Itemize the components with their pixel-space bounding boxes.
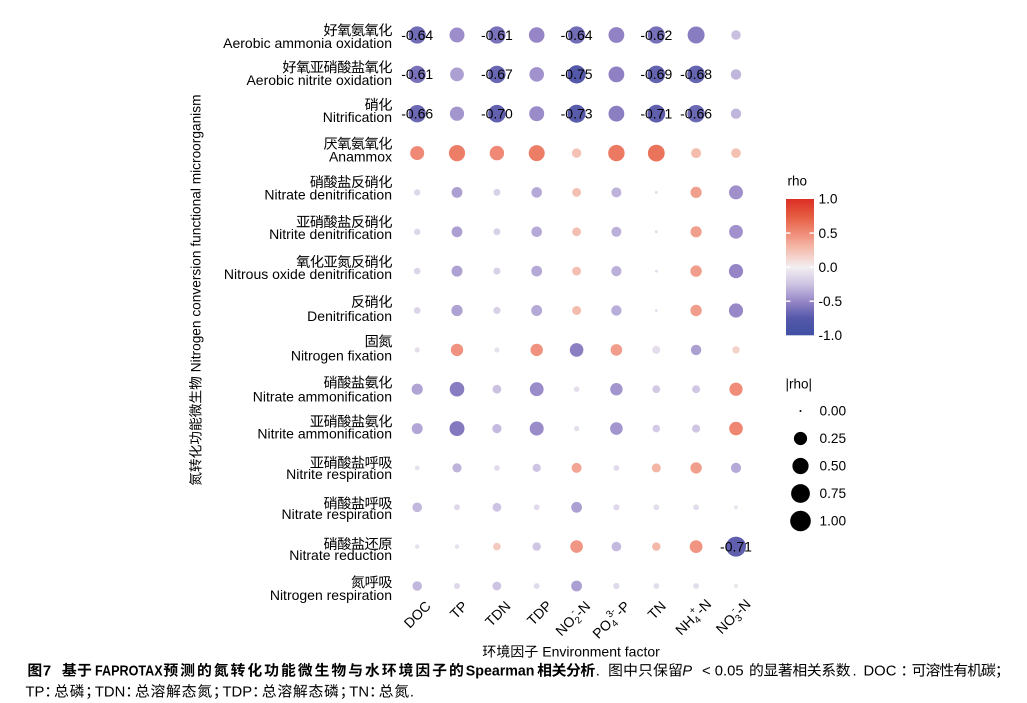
svg-text:Nitrite denitrification: Nitrite denitrification (269, 226, 392, 242)
svg-text:0.50: 0.50 (820, 459, 847, 474)
svg-text:rho: rho (788, 173, 808, 188)
svg-text:Nitrite ammonification: Nitrite ammonification (257, 426, 392, 442)
svg-text:Nitrite respiration: Nitrite respiration (286, 466, 392, 482)
svg-text:< 0.05: < 0.05 (702, 664, 744, 680)
svg-text:0.0: 0.0 (819, 260, 838, 275)
svg-text:0.00: 0.00 (820, 404, 847, 419)
svg-text:Aerobic ammonia oxidation: Aerobic ammonia oxidation (223, 35, 392, 51)
svg-text:TDN: TDN (95, 685, 125, 701)
svg-text:DOC: DOC (864, 664, 897, 680)
svg-text:Nitrification: Nitrification (323, 109, 392, 125)
svg-text:-0.68: -0.68 (680, 66, 712, 82)
svg-text:.: . (596, 664, 600, 680)
svg-text:-0.70: -0.70 (481, 106, 513, 122)
svg-text:-0.64: -0.64 (561, 27, 593, 43)
svg-text:0.5: 0.5 (819, 226, 838, 241)
svg-text:2: 2 (573, 615, 585, 627)
svg-text:.: . (410, 685, 414, 701)
svg-text:Nitrous oxide denitrification: Nitrous oxide denitrification (224, 266, 392, 282)
svg-text:Denitrification: Denitrification (307, 308, 392, 324)
svg-text:Nitrate reduction: Nitrate reduction (289, 547, 392, 563)
svg-text:Anammox: Anammox (329, 149, 392, 165)
svg-text:-0.64: -0.64 (401, 27, 433, 43)
svg-text:Nitrogen conversion functional: Nitrogen conversion functional microorga… (189, 95, 204, 373)
svg-text:0.75: 0.75 (820, 486, 847, 501)
svg-text:7: 7 (43, 664, 51, 680)
svg-text:0.25: 0.25 (820, 431, 847, 446)
svg-text:FAPROTAX: FAPROTAX (95, 664, 163, 680)
svg-text:-1.0: -1.0 (819, 328, 843, 343)
svg-text:-0.66: -0.66 (680, 106, 712, 122)
svg-text:-: - (728, 605, 738, 615)
svg-text:-0.75: -0.75 (561, 66, 593, 82)
svg-text:1.0: 1.0 (819, 192, 838, 207)
svg-text:Environment factor: Environment factor (542, 644, 660, 660)
svg-text:-0.61: -0.61 (481, 27, 513, 43)
svg-text:-0.67: -0.67 (481, 66, 513, 82)
svg-text:-: - (568, 607, 578, 617)
svg-text:Nitrogen fixation: Nitrogen fixation (291, 347, 392, 363)
svg-text:-0.5: -0.5 (819, 294, 843, 309)
svg-text:-0.66: -0.66 (401, 106, 433, 122)
svg-text:Spearman: Spearman (466, 664, 535, 680)
svg-text:.: . (853, 664, 857, 680)
svg-text:TDP: TDP (223, 685, 253, 701)
svg-text:Nitrate denitrification: Nitrate denitrification (264, 187, 392, 203)
svg-text:TP: TP (26, 685, 45, 701)
svg-text:-0.73: -0.73 (561, 106, 593, 122)
svg-text:TN: TN (349, 685, 369, 701)
svg-text:-0.61: -0.61 (401, 66, 433, 82)
svg-text:-0.71: -0.71 (720, 538, 752, 554)
svg-text:-0.62: -0.62 (640, 27, 672, 43)
svg-text:-0.71: -0.71 (640, 106, 672, 122)
svg-text:Nitrate ammonification: Nitrate ammonification (253, 389, 392, 405)
svg-text:Aerobic nitrite oxidation: Aerobic nitrite oxidation (246, 72, 392, 88)
svg-text:P: P (682, 664, 692, 680)
svg-text:|rho|: |rho| (786, 377, 813, 392)
svg-text:-0.69: -0.69 (640, 66, 672, 82)
svg-text:1.00: 1.00 (820, 514, 847, 529)
svg-text:Nitrogen respiration: Nitrogen respiration (270, 587, 392, 603)
svg-text:Nitrate respiration: Nitrate respiration (282, 506, 393, 522)
